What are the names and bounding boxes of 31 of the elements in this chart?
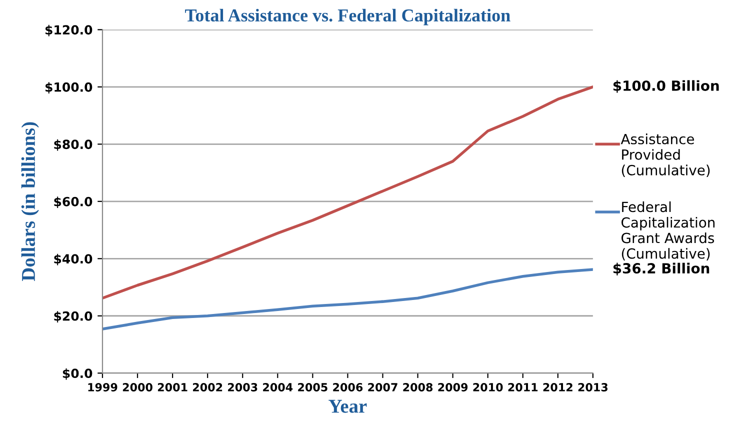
y-tick-label: $80.0: [54, 139, 92, 151]
x-tick-label: 2001: [158, 383, 188, 392]
x-tick-label: 2007: [368, 383, 398, 392]
chart-title: Total Assistance vs. Federal Capitalization: [185, 8, 510, 26]
x-tick-label: 2008: [403, 383, 433, 392]
legend-label: Assistance Provided (Cumulative): [620, 134, 710, 178]
x-tick-label: 2000: [122, 383, 152, 392]
x-tick-label: 2013: [578, 383, 608, 392]
x-tick-label: 1999: [88, 383, 118, 392]
y-tick-label: $60.0: [54, 196, 92, 208]
y-tick-label: $100.0: [46, 82, 92, 94]
annotation: $100.0 Billion: [613, 80, 719, 93]
line-series: [102, 86, 593, 300]
x-tick-label: 2009: [438, 383, 468, 392]
y-tick-label: $120.0: [46, 24, 92, 36]
y-tick-label: $40.0: [54, 254, 92, 266]
y-tick-label: $20.0: [54, 311, 92, 322]
x-axis-title: Year: [328, 400, 367, 413]
x-tick-label: 2003: [228, 383, 258, 392]
line-series: [102, 268, 593, 330]
x-tick-label: 2006: [333, 383, 363, 392]
x-tick-label: 2005: [298, 383, 328, 392]
x-tick-label: 2002: [192, 383, 222, 392]
x-tick-label: 2004: [263, 383, 293, 392]
annotation: $36.2 Billion: [613, 262, 710, 276]
x-tick-label: 2011: [508, 383, 538, 392]
y-tick-label: $0.0: [62, 368, 92, 380]
x-tick-label: 2012: [543, 383, 572, 392]
x-tick-label: 2010: [473, 383, 503, 392]
legend-label: Federal Capitalization Grant Awards (Cumulative): [622, 201, 715, 260]
y-axis-title: Dollars (in billions): [21, 122, 39, 282]
